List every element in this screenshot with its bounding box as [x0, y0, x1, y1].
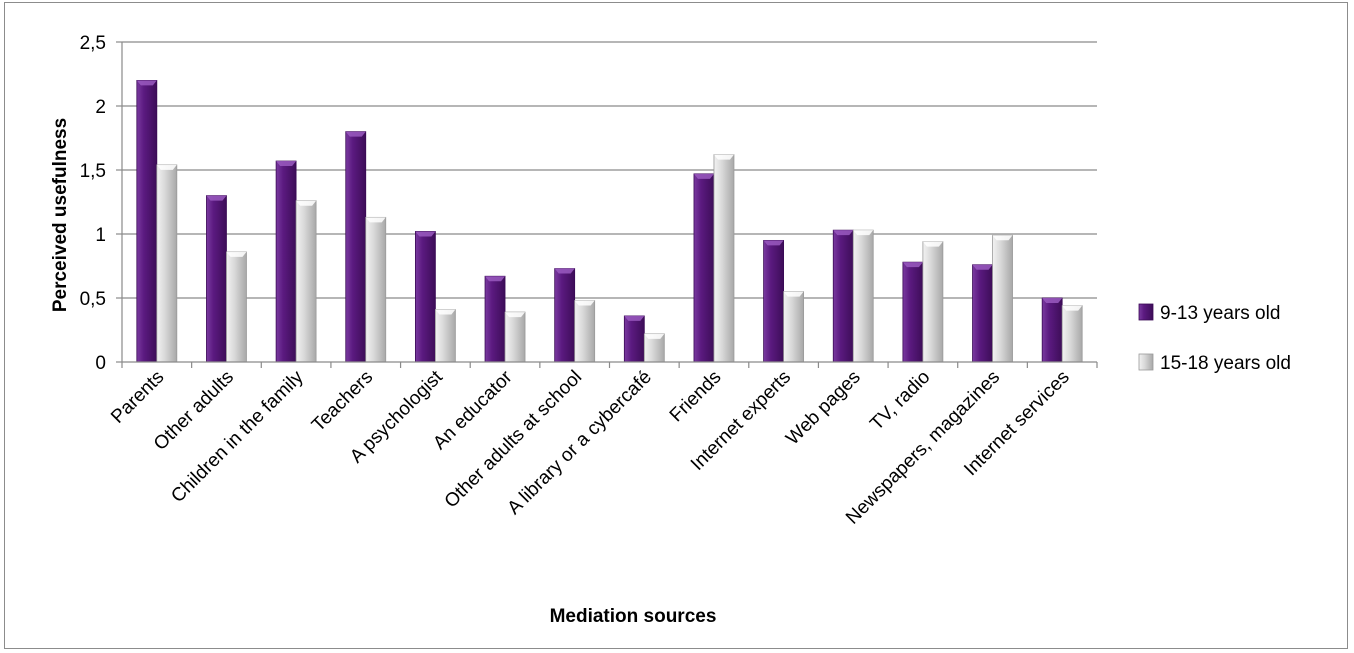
bar-bevel	[763, 240, 784, 246]
bar-age-15-18	[574, 300, 596, 363]
bar-bevel	[833, 230, 854, 236]
bar-age-9-13	[206, 195, 227, 363]
bar-age-9-13	[414, 231, 436, 363]
bar-bevel	[902, 262, 923, 268]
x-tick-label: Parents	[107, 367, 168, 428]
x-tick-label: Friends	[666, 367, 726, 427]
bar-age-15-18	[852, 229, 874, 363]
axes	[121, 42, 1098, 368]
bar-bevel	[1062, 305, 1083, 311]
legend: 9-13 years old 15-18 years old	[1138, 303, 1291, 374]
bar-bevel	[156, 164, 177, 170]
bar-age-9-13	[832, 229, 854, 363]
bar-age-15-18	[156, 164, 178, 363]
bar-age-15-18	[992, 234, 1013, 363]
x-tick-label: Teachers	[308, 367, 377, 436]
bar-bevel	[435, 309, 456, 315]
bar-bevel	[853, 230, 874, 236]
bar-bevel	[922, 241, 943, 247]
x-axis-title: Mediation sources	[550, 606, 717, 627]
bar-age-15-18	[713, 154, 735, 363]
bar-bevel	[624, 315, 645, 321]
bar-age-15-18	[783, 291, 805, 363]
bar-bevel	[345, 131, 366, 137]
bar-age-9-13	[763, 239, 785, 363]
bar-age-15-18	[504, 311, 526, 363]
bar-bevel	[783, 291, 804, 297]
bar-age-9-13	[623, 315, 645, 363]
bar-age-9-13	[345, 131, 367, 363]
bar-bevel	[693, 173, 714, 179]
bar-bevel	[296, 200, 317, 206]
bar-age-15-18	[922, 241, 944, 363]
bar-bevel	[972, 264, 993, 270]
y-tick-label: 1,5	[80, 161, 106, 182]
bar-bevel	[554, 268, 575, 274]
bar-bevel	[276, 161, 297, 167]
bar-bevel	[365, 217, 386, 223]
bar-bevel	[505, 312, 526, 318]
bar-bevel	[226, 251, 247, 257]
bar-age-15-18	[1061, 305, 1083, 363]
bar-bevel	[415, 231, 436, 237]
bar-bevel	[574, 300, 595, 306]
bar-age-9-13	[1041, 297, 1063, 363]
x-tick-label: A library or a cybercafé	[504, 367, 656, 519]
legend-label: 9-13 years old	[1160, 303, 1280, 324]
bar-bevel	[644, 333, 665, 339]
x-tick-label: Children in the family	[167, 366, 308, 507]
x-tick-label: Web pages	[782, 367, 865, 450]
bar-age-15-18	[365, 216, 387, 363]
x-tick-label: TV, radio	[866, 367, 934, 435]
y-tick-label: 0	[95, 353, 106, 374]
bar-age-15-18	[434, 309, 456, 363]
bar-age-15-18	[226, 251, 247, 363]
bar-age-9-13	[136, 80, 158, 363]
bar-bevel	[136, 80, 157, 86]
bar-age-9-13	[484, 275, 506, 363]
bar-age-9-13	[275, 160, 297, 363]
y-tick-label: 2	[95, 97, 106, 118]
bar-bevel	[713, 154, 734, 160]
bar-age-9-13	[972, 264, 993, 363]
y-axis-title: Perceived usefulness	[50, 118, 71, 312]
legend-label: 15-18 years old	[1160, 353, 1291, 374]
gridlines	[116, 41, 1097, 363]
y-tick-label: 0,5	[80, 289, 106, 310]
bar-bevel	[1042, 298, 1063, 303]
y-tick-labels: 0 0,5 1 1,5 2 2,5	[80, 33, 106, 374]
bars	[136, 80, 1083, 363]
legend-swatch	[1138, 353, 1154, 371]
bar-age-9-13	[693, 173, 715, 363]
y-tick-label: 2,5	[80, 33, 106, 54]
bar-age-9-13	[554, 268, 576, 363]
bar-bevel	[992, 235, 1013, 241]
bar-bevel	[485, 276, 506, 282]
y-tick-label: 1	[95, 225, 106, 246]
x-tick-label: Other adults at school	[441, 367, 587, 513]
bar-age-15-18	[295, 200, 317, 363]
legend-swatch	[1138, 303, 1154, 321]
bar-bevel	[206, 195, 227, 201]
bar-age-9-13	[902, 261, 924, 363]
